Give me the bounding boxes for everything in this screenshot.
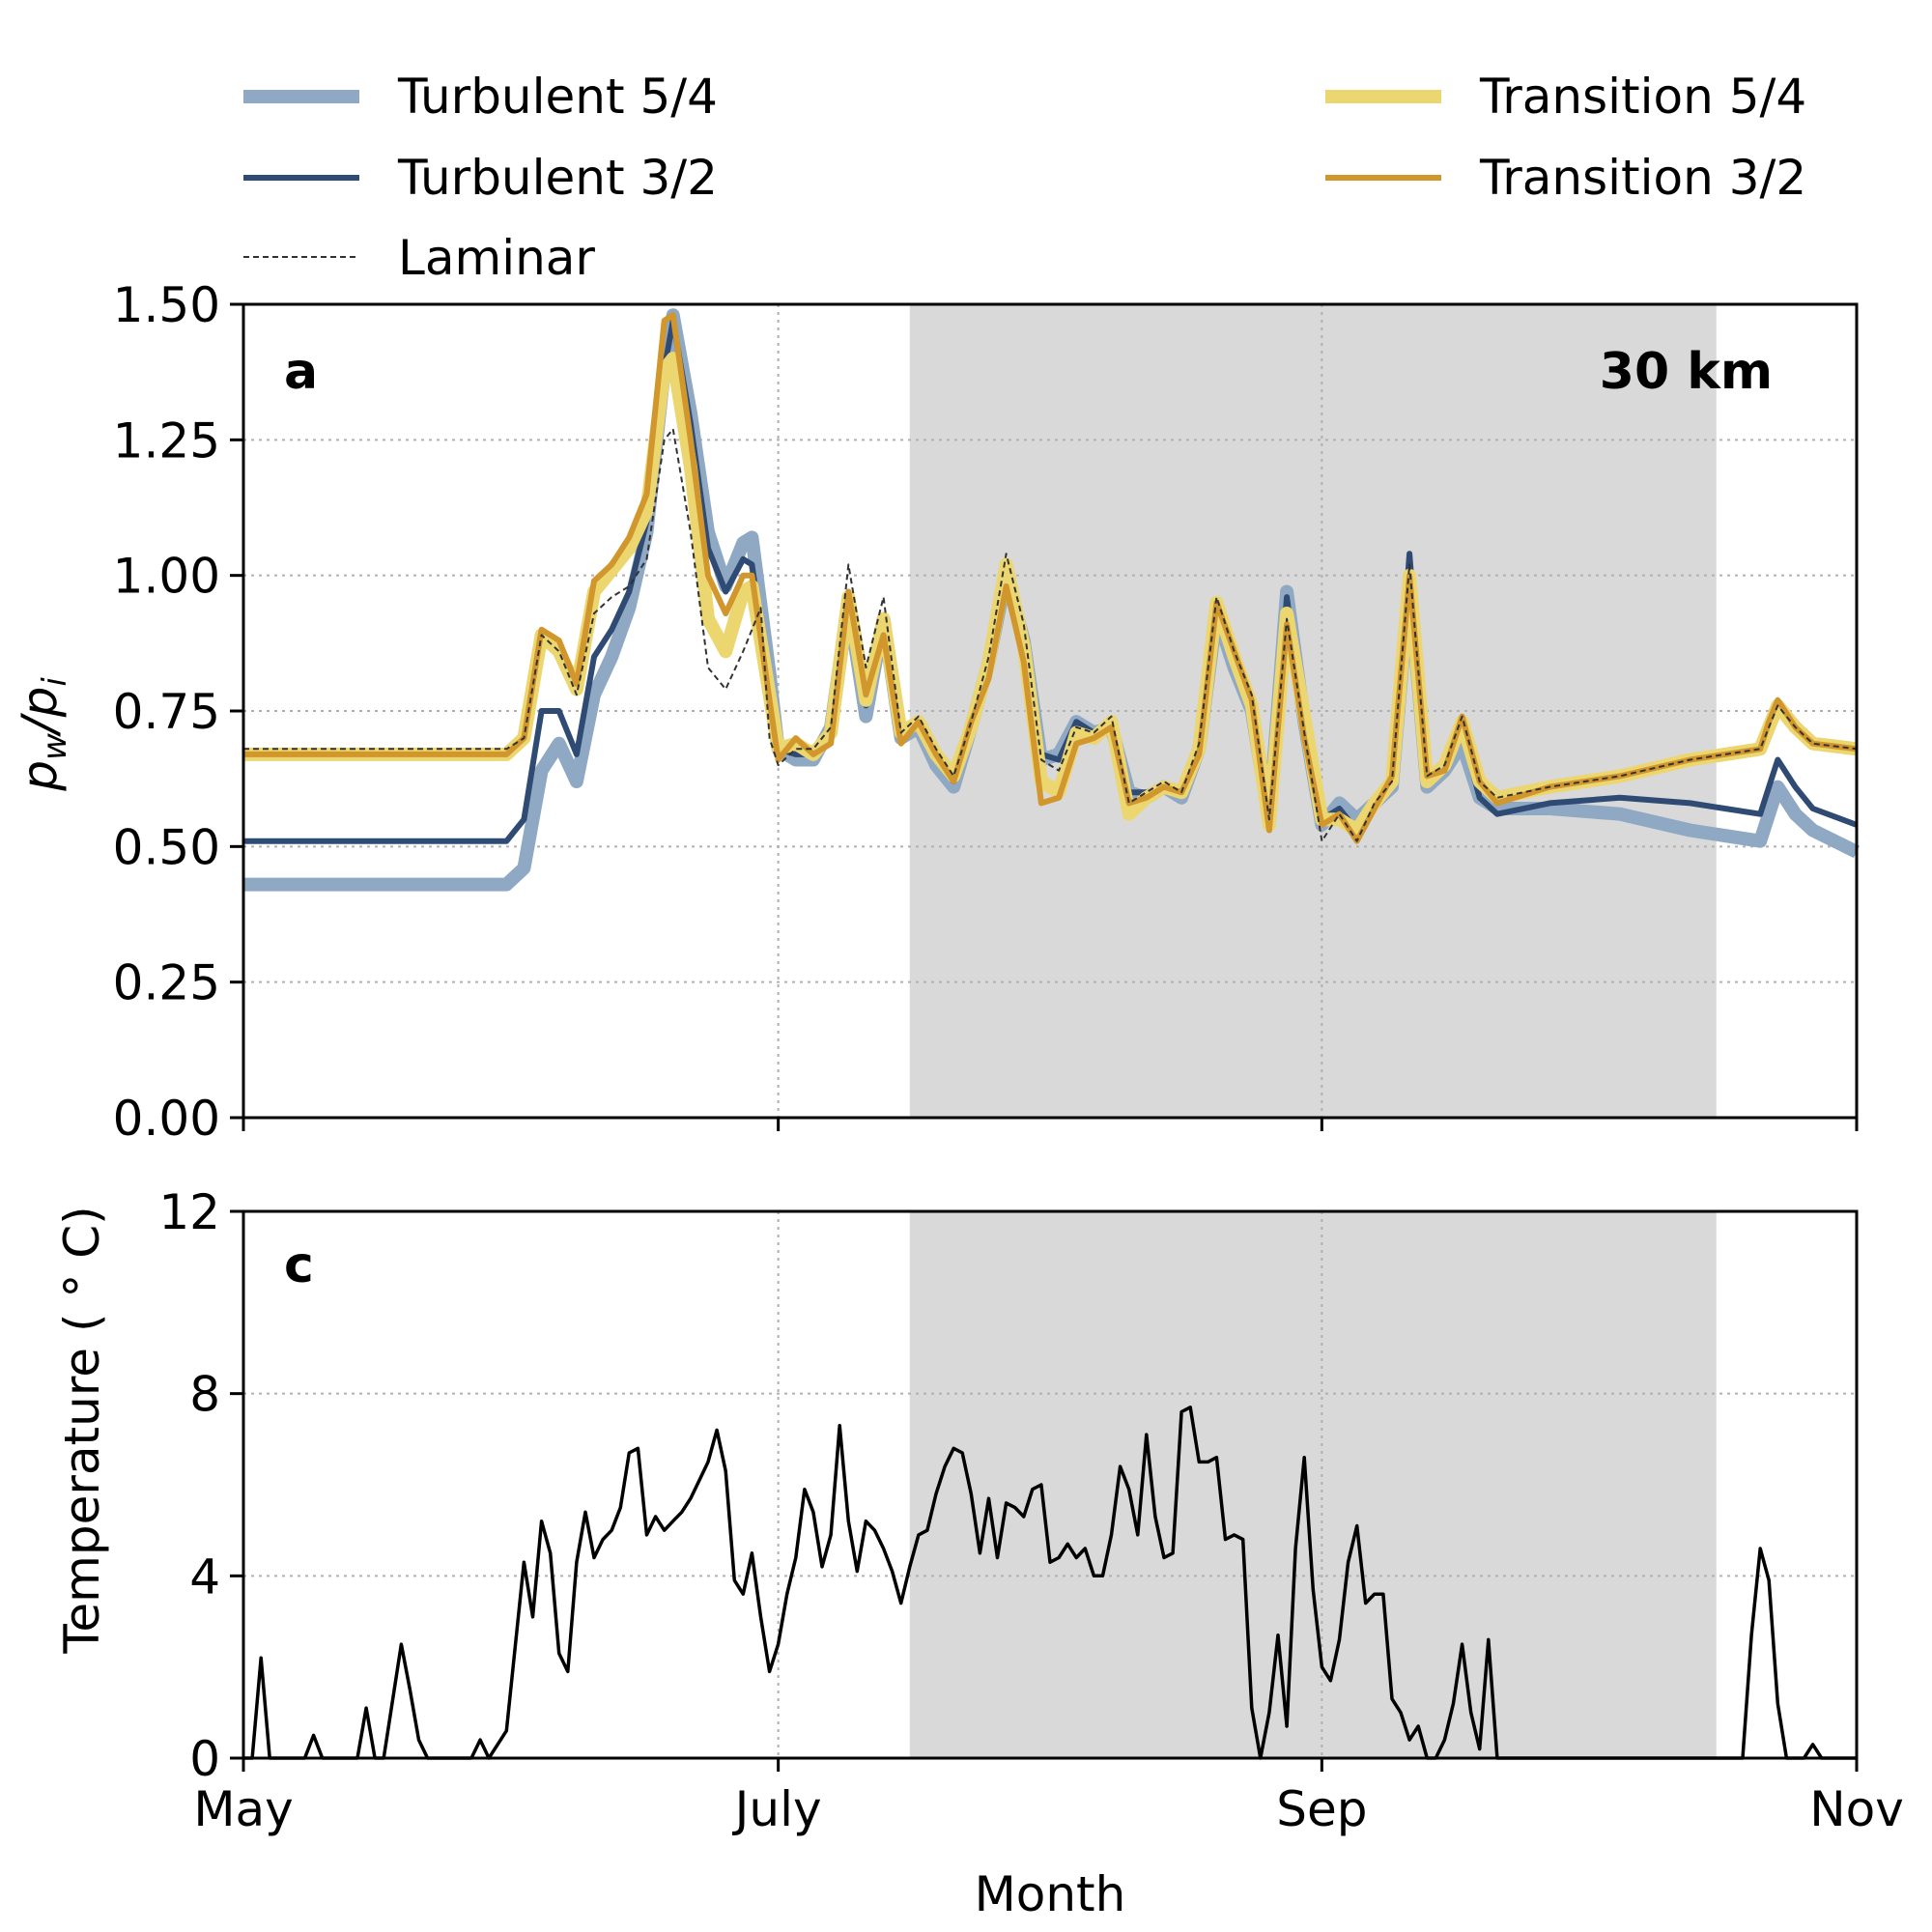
legend-label-transition-5-4: Transition 5/4 bbox=[1479, 69, 1806, 125]
panel-label-a: a bbox=[284, 343, 318, 401]
site-label: 30 km bbox=[1600, 343, 1773, 401]
series-line-temperature bbox=[243, 1406, 1857, 1760]
y-tick-label: 0.75 bbox=[113, 684, 220, 740]
legend-label-turbulent-5-4: Turbulent 5/4 bbox=[397, 69, 718, 125]
y-tick-label: 1.00 bbox=[113, 549, 220, 605]
y-ticks-a: 0.00 0.25 0.50 0.75 1.00 1.25 1.50 bbox=[113, 277, 243, 1147]
y-tick-label: 0.50 bbox=[113, 819, 220, 875]
panel-label-c: c bbox=[284, 1236, 314, 1294]
grid-c bbox=[243, 1211, 1857, 1758]
panel-a: 0.00 0.25 0.50 0.75 1.00 1.25 1.50 a 30 km pw/… bbox=[12, 277, 1861, 1147]
panel-c: 0 4 8 12 May July Sep Nov c Temperature ( ° C)… bbox=[54, 1184, 1904, 1922]
x-axis-title: Month bbox=[975, 1866, 1126, 1922]
legend-label-laminar: Laminar bbox=[398, 230, 595, 286]
y-tick-label: 0 bbox=[189, 1731, 220, 1787]
series-c bbox=[243, 1406, 1857, 1760]
legend-label-turbulent-3-2: Turbulent 3/2 bbox=[397, 150, 718, 206]
y-tick-label: 1.25 bbox=[113, 412, 220, 469]
y-tick-label: 8 bbox=[189, 1367, 220, 1423]
y-tick-label: 4 bbox=[189, 1548, 220, 1605]
series-line-laminar bbox=[243, 428, 1858, 842]
x-tick-label: Sep bbox=[1276, 1781, 1367, 1837]
grid-a bbox=[243, 304, 1857, 1118]
x-ticks-a bbox=[242, 1118, 1859, 1131]
x-tick-label: May bbox=[193, 1781, 293, 1837]
y-tick-label: 0.00 bbox=[113, 1091, 220, 1147]
legend-label-transition-3-2: Transition 3/2 bbox=[1479, 150, 1806, 206]
y-ticks-c: 0 4 8 12 bbox=[158, 1184, 243, 1787]
x-tick-label: Nov bbox=[1809, 1781, 1904, 1837]
legend: Turbulent 5/4 Turbulent 3/2 Laminar Tran… bbox=[243, 69, 1806, 286]
y-axis-title-a: pw/pi bbox=[12, 677, 74, 792]
x-tick-label: July bbox=[732, 1781, 822, 1837]
shaded-period-c bbox=[909, 1211, 1717, 1758]
x-ticks-c: May July Sep Nov bbox=[193, 1758, 1904, 1837]
frame-c bbox=[242, 1209, 1859, 1760]
y-axis-title-c: Temperature ( ° C) bbox=[54, 1206, 110, 1654]
y-tick-label: 1.50 bbox=[113, 277, 220, 333]
y-tick-label: 12 bbox=[158, 1184, 220, 1240]
series-a bbox=[243, 308, 1861, 892]
y-tick-label: 0.25 bbox=[113, 955, 220, 1011]
